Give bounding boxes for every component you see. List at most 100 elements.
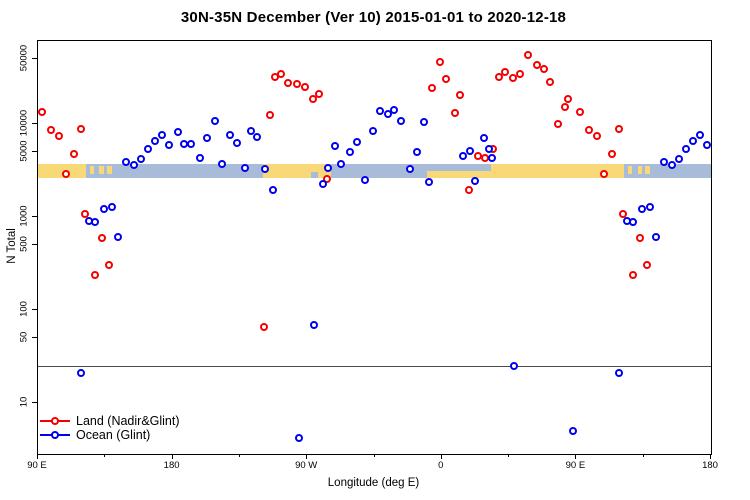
y-tick-label: 5000 — [18, 140, 30, 162]
x-tick-label: 90 W — [295, 460, 318, 471]
ocean-data-point — [413, 148, 422, 157]
ocean-data-point — [331, 142, 340, 151]
y-tick — [32, 216, 37, 218]
ocean-data-point — [99, 205, 108, 214]
land-data-point — [554, 120, 562, 129]
strip-island-speck — [99, 166, 104, 174]
legend-marker-land-icon — [40, 414, 70, 428]
legend-marker-ocean-icon — [40, 428, 70, 442]
ocean-data-point — [420, 118, 429, 127]
land-data-point — [259, 322, 268, 331]
x-tick — [37, 454, 38, 459]
ocean-data-point — [319, 179, 328, 188]
strip-island-speck — [106, 166, 113, 174]
ocean-data-point — [173, 128, 182, 137]
ocean-data-point — [668, 160, 677, 169]
y-tick — [32, 244, 37, 246]
land-data-point — [608, 149, 617, 158]
ocean-data-point — [425, 178, 434, 187]
ocean-data-point — [261, 164, 270, 173]
ocean-data-point — [217, 160, 226, 168]
land-data-point — [283, 79, 292, 88]
ocean-data-point — [114, 233, 122, 242]
land-data-point — [643, 261, 652, 270]
y-tick — [32, 309, 37, 311]
ocean-data-point — [310, 321, 319, 330]
y-tick — [32, 58, 37, 59]
ocean-data-point — [157, 131, 166, 140]
x-tick-label: 0 — [438, 460, 444, 471]
land-data-point — [277, 69, 286, 78]
ocean-data-point — [108, 202, 117, 211]
ocean-data-point — [361, 175, 370, 184]
ocean-data-point — [703, 141, 712, 150]
plot-area — [37, 40, 712, 455]
land-data-point — [524, 51, 533, 60]
land-data-point — [473, 151, 482, 160]
land-data-point — [465, 186, 474, 195]
chart-title: 30N-35N December (Ver 10) 2015-01-01 to … — [180, 9, 567, 26]
land-data-point — [540, 65, 549, 74]
ocean-data-point — [150, 137, 159, 146]
land-data-point — [428, 83, 437, 92]
ocean-data-point — [186, 140, 195, 149]
land-data-point — [450, 109, 459, 118]
x-minor-tick — [642, 454, 644, 457]
x-tick-label: 90 E — [27, 460, 47, 471]
land-data-point — [615, 124, 624, 133]
land-data-point — [265, 111, 274, 120]
x-minor-tick — [373, 454, 375, 457]
ocean-data-point — [696, 131, 705, 140]
x-tick-label: 180 — [163, 460, 180, 471]
ocean-data-point — [510, 362, 519, 371]
ocean-data-point — [240, 164, 249, 172]
strip-island-speck — [627, 166, 633, 174]
ocean-data-point — [675, 155, 684, 164]
x-tick — [440, 454, 442, 459]
ocean-data-point — [233, 139, 242, 148]
y-tick-label: 10 — [18, 396, 30, 408]
ocean-data-point — [384, 110, 393, 119]
land-data-point — [533, 61, 542, 70]
ocean-data-point — [369, 127, 378, 136]
y-tick-label: 50000 — [18, 44, 30, 72]
strip-sea-speck — [310, 172, 319, 178]
land-data-point — [61, 170, 70, 179]
land-data-point — [585, 126, 594, 135]
land-data-point — [77, 124, 86, 133]
strip-island-speck — [89, 166, 95, 174]
legend-item-ocean: Ocean (Glint) — [40, 428, 180, 442]
legend-label-land: Land (Nadir&Glint) — [76, 413, 180, 428]
ocean-data-point — [211, 116, 220, 125]
ocean-data-point — [246, 127, 255, 136]
land-data-point — [576, 107, 585, 116]
strip-island-speck — [645, 166, 651, 174]
ocean-data-point — [121, 158, 130, 167]
x-tick — [171, 454, 173, 459]
ocean-data-point — [485, 144, 494, 153]
strip-island-speck — [637, 166, 643, 174]
ocean-data-point — [202, 133, 211, 142]
y-tick-label: 100 — [18, 301, 30, 318]
y-tick-label: 1000 — [18, 205, 30, 227]
land-data-point — [90, 270, 99, 279]
ocean-data-point — [165, 141, 173, 150]
ocean-data-point — [569, 427, 578, 436]
land-data-point — [456, 91, 465, 100]
ocean-data-point — [471, 177, 479, 186]
strip-land — [38, 164, 86, 178]
y-tick-label: 10000 — [18, 109, 30, 137]
x-tick — [710, 454, 711, 459]
land-data-point — [600, 170, 609, 179]
y-tick — [32, 402, 37, 404]
x-minor-tick — [238, 454, 240, 457]
ocean-data-point — [195, 153, 204, 162]
y-tick — [32, 337, 37, 339]
ocean-data-point — [406, 164, 415, 173]
ocean-data-point — [615, 369, 624, 378]
ocean-data-point — [323, 164, 332, 172]
ocean-data-point — [397, 116, 406, 125]
land-data-point — [441, 74, 450, 83]
x-axis-title: Longitude (deg E) — [327, 477, 420, 489]
